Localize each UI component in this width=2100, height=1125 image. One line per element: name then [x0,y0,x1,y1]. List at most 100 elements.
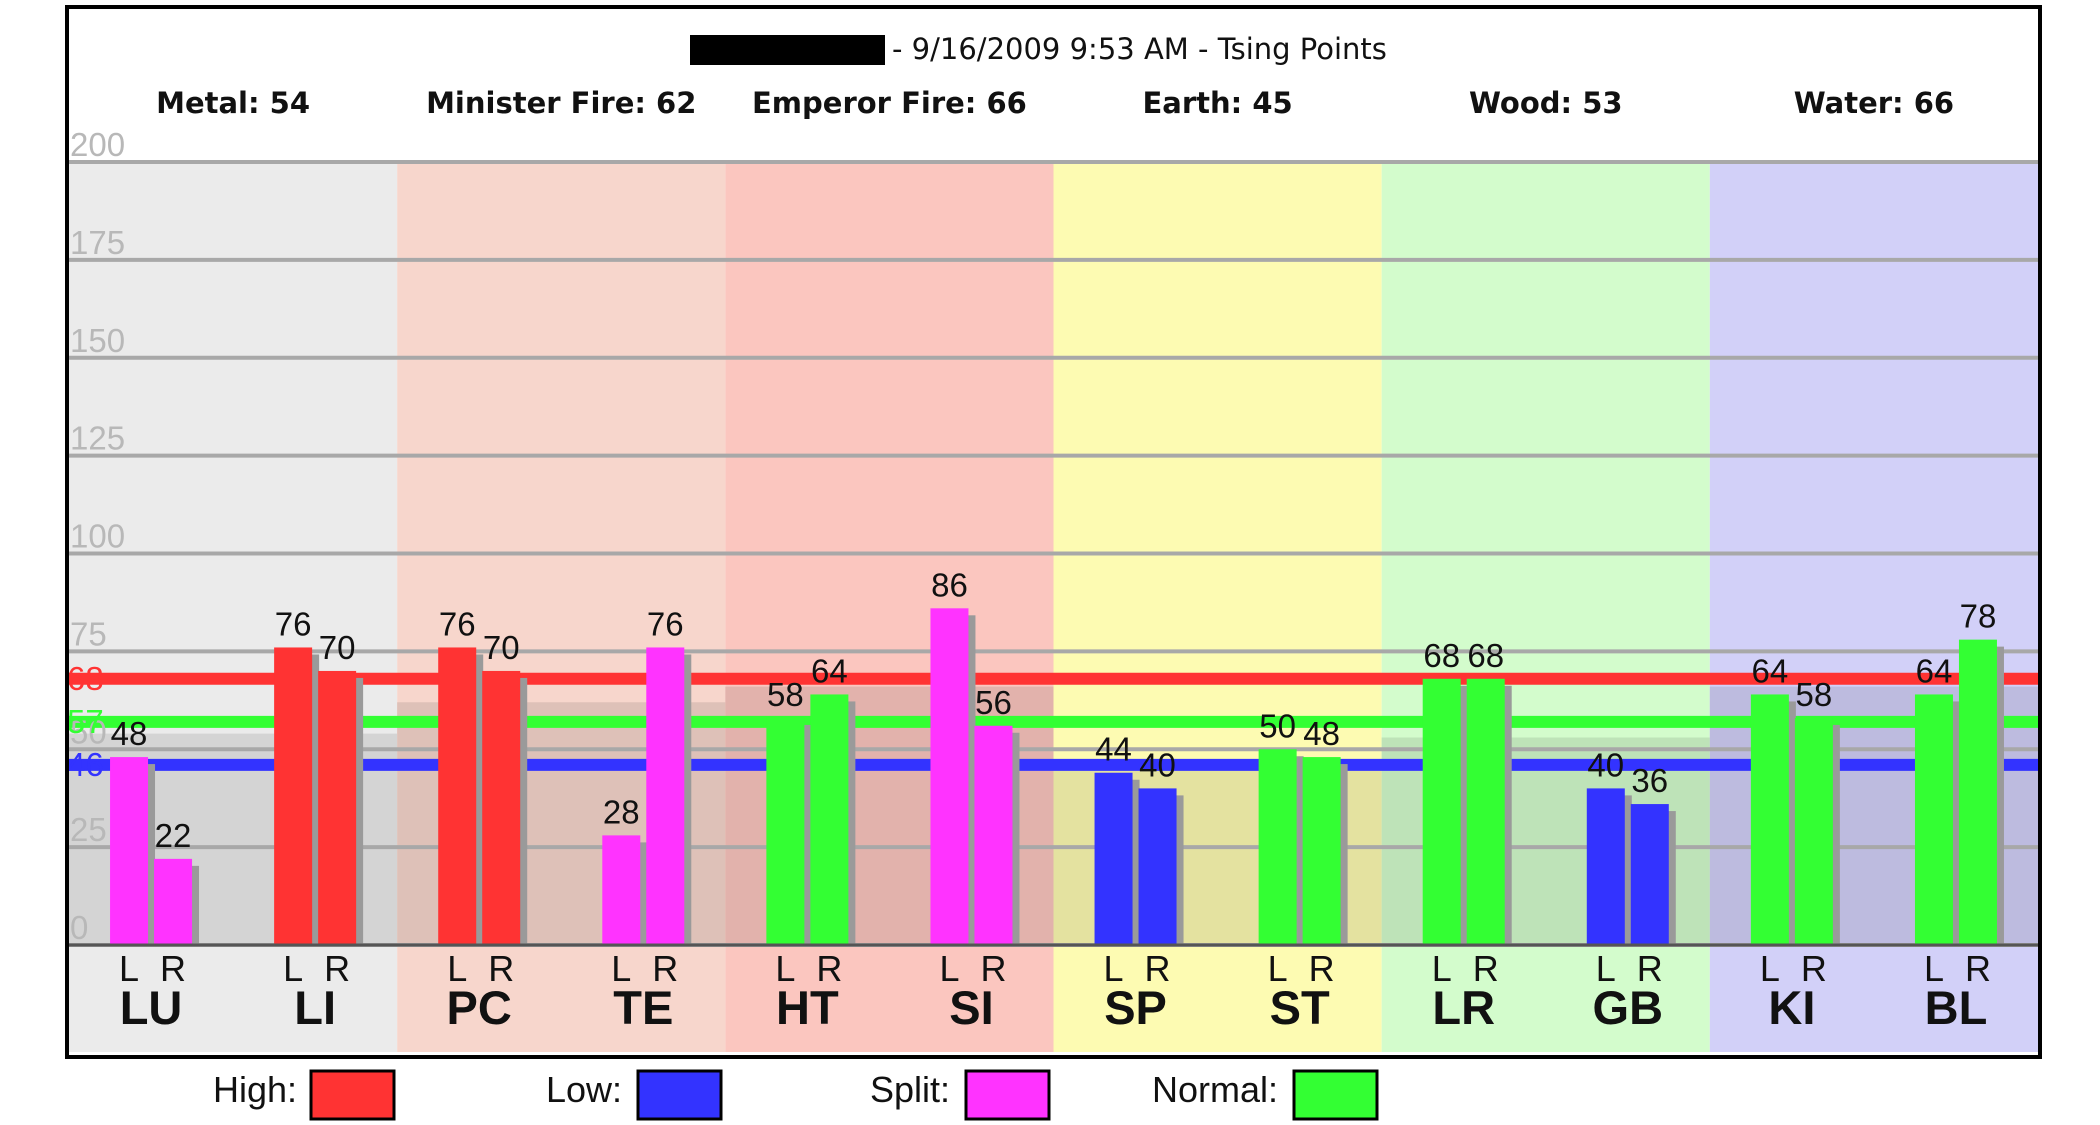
chart-title: - 9/16/2009 9:53 AM - Tsing Points [892,32,1387,66]
bar [1586,788,1625,945]
data-label: 76 [275,605,312,642]
bar [1630,804,1669,945]
side-label: L [1924,948,1944,989]
legend-label: Low: [546,1069,622,1110]
side-label: L [939,948,959,989]
side-label: R [1473,948,1499,989]
side-label: L [1596,948,1616,989]
bar [110,757,149,945]
side-label: R [980,948,1006,989]
bar [1138,788,1177,945]
y-tick-label: 75 [70,615,107,652]
bar [766,717,805,945]
reference-labels: 68 57 46 [67,660,104,783]
data-label: 58 [1796,676,1833,713]
legend-label: Normal: [1152,1069,1278,1110]
side-label: R [652,948,678,989]
data-label: 40 [1139,746,1176,783]
side-label: R [1309,948,1335,989]
title-group: - 9/16/2009 9:53 AM - Tsing Points [690,32,1387,66]
legend-swatch [309,1069,396,1121]
legend-label: High: [213,1069,297,1110]
bar [1914,694,1953,945]
y-tick-label: 100 [70,518,125,555]
element-label: Metal: 54 [156,86,310,120]
legend-label: Split: [870,1069,950,1110]
data-label: 44 [1095,731,1132,768]
bar [438,647,477,945]
data-label: 68 [1423,637,1460,674]
side-label: L [447,948,467,989]
bar [274,647,313,945]
data-label: 86 [931,566,968,603]
legend: High: Low: Split: Normal: [213,1069,1379,1121]
side-label: R [816,948,842,989]
data-label: 48 [1303,715,1340,752]
reference-lines [69,672,2038,771]
side-label: L [611,948,631,989]
side-label: L [1268,948,1288,989]
side-label: R [324,948,350,989]
side-label: R [1145,948,1171,989]
side-label: R [1637,948,1663,989]
y-tick-label: 50 [70,713,107,750]
chart-frame [65,5,2042,1059]
side-label: L [1104,948,1124,989]
data-label: 36 [1631,762,1668,799]
side-label: L [1760,948,1780,989]
bar [810,694,849,945]
bar [1302,757,1341,945]
element-labels: Metal: 54 Minister Fire: 62 Emperor Fire: … [156,86,1954,120]
side-label: L [1432,948,1452,989]
meridian-label: LR [1432,981,1495,1034]
meridian-label: PC [447,981,512,1034]
element-label: Minister Fire: 62 [426,86,696,120]
legend-swatch [964,1069,1051,1121]
y-tick-label: 175 [70,224,125,261]
meridian-label: BL [1925,981,1988,1034]
bar [602,835,641,945]
meridian-label: GB [1593,981,1664,1034]
bar [318,670,357,945]
legend-swatch [1292,1069,1379,1121]
bar [1258,749,1297,945]
meridian-label: KI [1768,981,1815,1034]
data-label: 50 [1259,707,1296,744]
element-label: Wood: 53 [1469,86,1623,120]
bar [1422,678,1461,945]
element-label: Emperor Fire: 66 [752,86,1027,120]
side-label: R [1801,948,1827,989]
meridian-label: ST [1270,981,1330,1034]
side-label: L [119,948,139,989]
data-label: 76 [647,605,684,642]
side-label: L [775,948,795,989]
data-label: 48 [111,715,148,752]
side-label: R [488,948,514,989]
bar [1794,717,1833,945]
data-label: 70 [319,629,356,666]
y-tick-label: 200 [70,126,125,163]
redaction-box [690,35,885,65]
side-label: R [160,948,186,989]
bar [646,647,685,945]
element-label: Water: 66 [1794,86,1954,120]
meridian-label: LI [294,981,336,1034]
y-tick-label: 25 [70,811,107,848]
data-label: 76 [439,605,476,642]
data-label: 56 [975,684,1012,721]
meridian-label: SI [949,981,993,1034]
data-label: 28 [603,793,640,830]
y-tick-labels: 0 25 50 75 100 125 150 175 200 [70,126,125,946]
bar [482,670,521,945]
bar [1958,639,1997,945]
data-label: 22 [155,817,192,854]
data-label: 64 [1916,652,1953,689]
bar [930,608,969,945]
bar [974,725,1013,945]
data-label: 68 [1467,637,1504,674]
y-tick-label: 150 [70,322,125,359]
bar [154,858,193,945]
